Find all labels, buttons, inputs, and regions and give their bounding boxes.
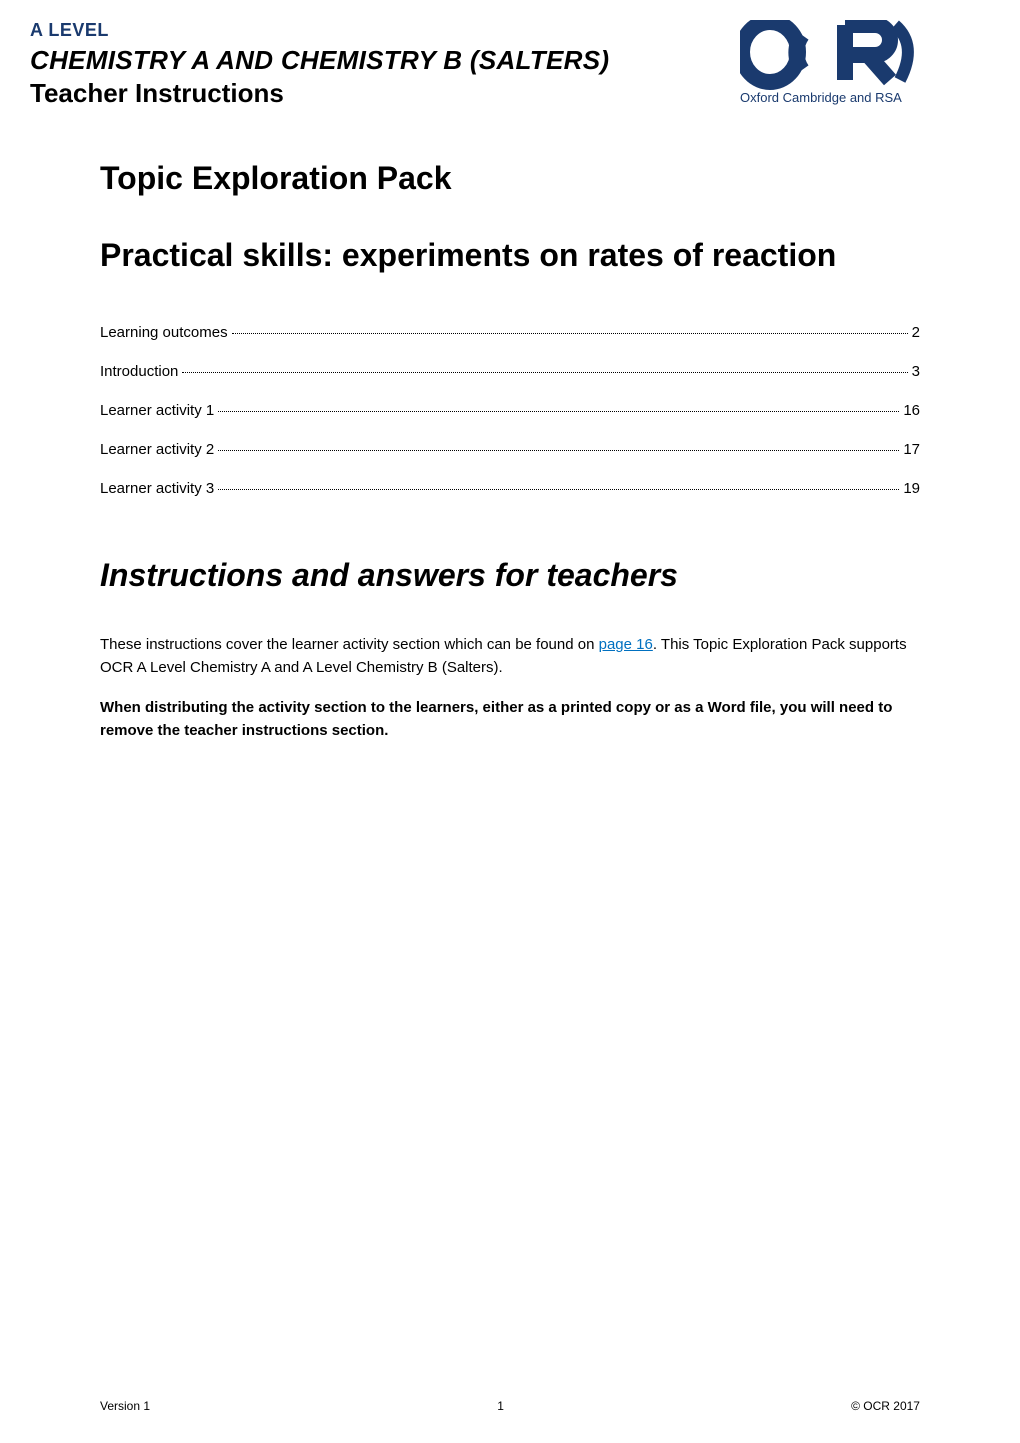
page-link[interactable]: page 16	[599, 636, 653, 653]
document-footer: Version 1 1 © OCR 2017	[100, 1399, 920, 1413]
toc-label: Learner activity 2	[100, 441, 214, 458]
document-type: Teacher Instructions	[30, 78, 740, 109]
body-paragraph: These instructions cover the learner act…	[100, 634, 920, 679]
footer-copyright: © OCR 2017	[851, 1399, 920, 1413]
toc-label: Learner activity 1	[100, 402, 214, 419]
body-paragraph-bold: When distributing the activity section t…	[100, 697, 920, 742]
header-text-block: A LEVEL CHEMISTRY A AND CHEMISTRY B (SAL…	[30, 20, 740, 109]
toc-page: 2	[912, 324, 920, 341]
document-header: A LEVEL CHEMISTRY A AND CHEMISTRY B (SAL…	[0, 0, 1020, 130]
toc-item[interactable]: Learner activity 1 16	[100, 402, 920, 419]
toc-dots	[232, 333, 908, 334]
footer-page-number: 1	[497, 1399, 504, 1413]
toc-dots	[218, 489, 899, 490]
toc-page: 3	[912, 363, 920, 380]
toc-page: 16	[903, 402, 920, 419]
document-content: Topic Exploration Pack Practical skills:…	[0, 130, 1020, 790]
toc-page: 17	[903, 441, 920, 458]
toc-dots	[218, 411, 899, 412]
toc-label: Learning outcomes	[100, 324, 228, 341]
ocr-logo-icon: Oxford Cambridge and RSA	[740, 20, 920, 110]
ocr-logo: Oxford Cambridge and RSA	[740, 20, 920, 110]
toc-dots	[218, 450, 899, 451]
toc-item[interactable]: Learning outcomes 2	[100, 324, 920, 341]
subtitle: Practical skills: experiments on rates o…	[100, 237, 920, 274]
toc-item[interactable]: Learner activity 2 17	[100, 441, 920, 458]
footer-version: Version 1	[100, 1399, 150, 1413]
toc-label: Learner activity 3	[100, 480, 214, 497]
toc-label: Introduction	[100, 363, 178, 380]
level-label: A LEVEL	[30, 20, 740, 41]
table-of-contents: Learning outcomes 2 Introduction 3 Learn…	[100, 324, 920, 497]
toc-dots	[182, 372, 907, 373]
toc-item[interactable]: Introduction 3	[100, 363, 920, 380]
main-title: Topic Exploration Pack	[100, 160, 920, 197]
toc-item[interactable]: Learner activity 3 19	[100, 480, 920, 497]
subject-title: CHEMISTRY A AND CHEMISTRY B (SALTERS)	[30, 45, 740, 76]
toc-page: 19	[903, 480, 920, 497]
svg-text:Oxford Cambridge and RSA: Oxford Cambridge and RSA	[740, 90, 902, 105]
section-title: Instructions and answers for teachers	[100, 557, 920, 594]
body-text-span: These instructions cover the learner act…	[100, 636, 599, 653]
